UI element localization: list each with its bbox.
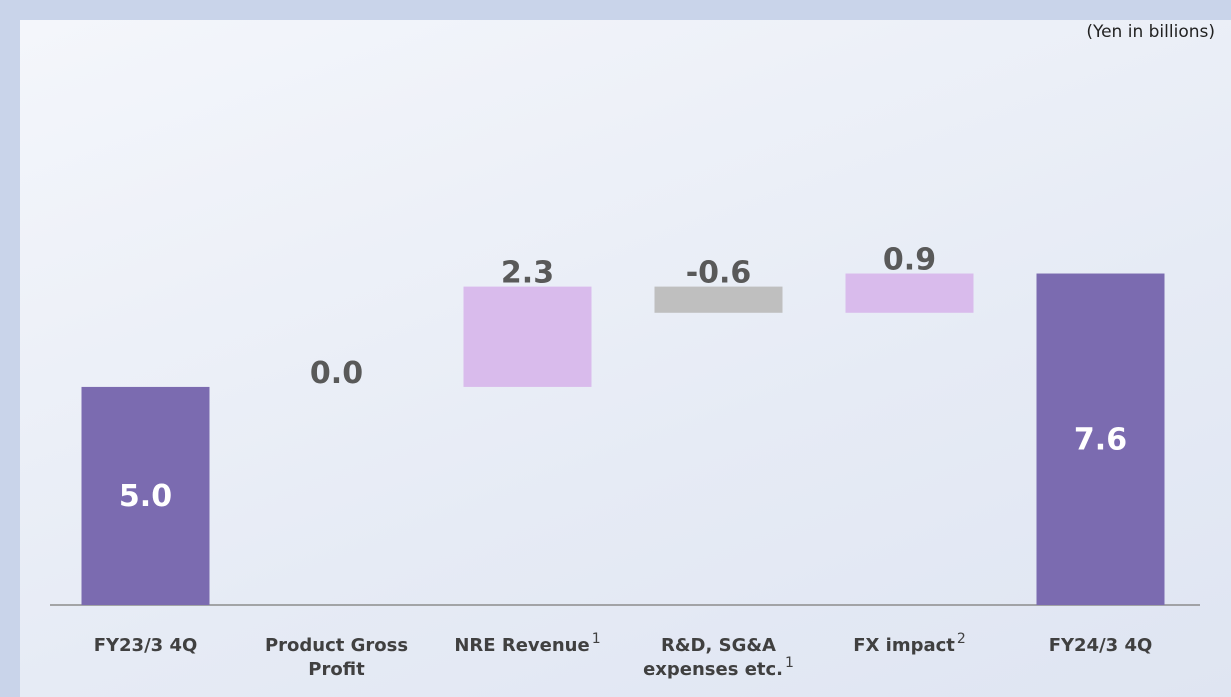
value-label: 5.0 [119,479,172,514]
x-tick-label: FX impact 2 [815,631,1005,658]
bar [81,386,210,605]
footnote-marker: 1 [591,631,601,647]
category-text: Product Gross Profit [264,635,409,680]
x-tick-label: FY23/3 4Q [51,634,241,658]
category-text: R&D, SG&A expenses etc. [643,635,784,680]
bar [654,286,783,313]
value-label: 2.3 [501,256,554,291]
chart-panel [20,20,1231,697]
category-text: FX impact [853,635,955,656]
x-tick-label: Product Gross Profit [242,634,432,682]
value-label: 0.9 [883,243,936,278]
value-label: -0.6 [686,256,752,291]
unit-note: (Yen in billions) [1086,22,1215,42]
x-tick-label: NRE Revenue 1 [433,631,623,658]
x-tick-label: FY24/3 4Q [1006,634,1196,658]
value-label: 0.0 [310,356,363,391]
footnote-marker: 1 [785,655,794,671]
category-text: FY23/3 4Q [93,635,198,656]
bar [1036,273,1165,605]
category-text: FY24/3 4Q [1048,635,1153,656]
x-tick-label: R&D, SG&A expenses etc. 1 [624,634,814,682]
bar [463,286,592,387]
category-text: NRE Revenue [454,635,590,656]
value-label: 7.6 [1074,422,1127,457]
footnote-marker: 2 [956,631,966,647]
bar [845,273,974,313]
